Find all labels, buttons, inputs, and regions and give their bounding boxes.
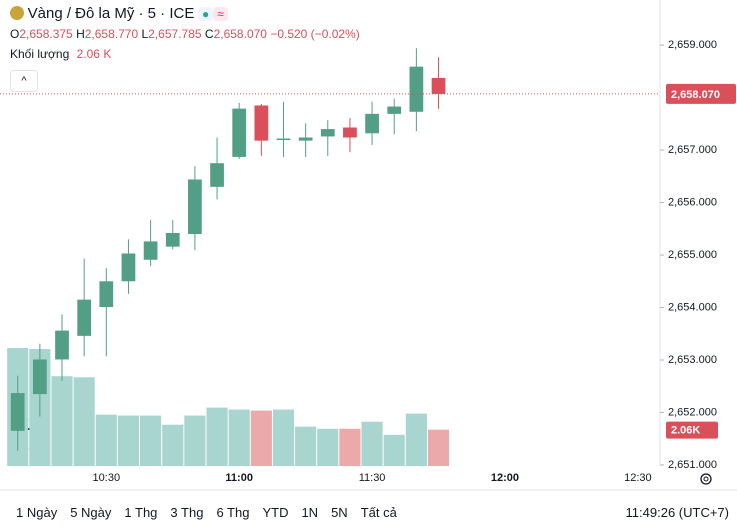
candle-body xyxy=(121,253,136,282)
volume-bar xyxy=(339,428,361,466)
range-button[interactable]: 5 Ngày xyxy=(70,505,112,520)
volume-bar xyxy=(317,428,339,466)
volume-label: 2.06K xyxy=(671,425,700,437)
volume-bar xyxy=(184,415,206,466)
candle-body xyxy=(188,179,202,235)
volume-bar xyxy=(228,409,250,466)
candle-body xyxy=(320,129,335,137)
volume-name: Khối lượng xyxy=(10,47,70,61)
volume-bar xyxy=(272,409,295,466)
candle-body xyxy=(143,241,158,260)
candle-body xyxy=(431,77,446,94)
title-row: Vàng / Đô la Mỹ · 5 · ICE ● ≈ xyxy=(10,5,228,22)
ohlc-label: C xyxy=(204,27,214,41)
range-button[interactable]: YTD xyxy=(262,505,289,520)
volume-bar xyxy=(95,414,117,466)
volume-bar xyxy=(51,376,73,466)
candle-body xyxy=(254,105,269,141)
volume-value: 2.06 K xyxy=(76,47,112,61)
ohlc-label: L xyxy=(141,27,149,41)
ohlc-row: O2,658.375 H2,658.770 L2,657.785 C2,658.… xyxy=(10,27,360,41)
ohlc-value: 2,658.070 xyxy=(213,27,267,41)
volume-bar xyxy=(383,434,405,466)
range-button[interactable]: 1N xyxy=(301,505,319,520)
candle-body xyxy=(77,299,92,336)
status-delay[interactable]: ≈ xyxy=(213,7,228,21)
volume-legend: Khối lượng 2.06 K xyxy=(10,47,111,61)
volume-bar xyxy=(162,424,184,466)
volume-bar xyxy=(295,426,317,466)
range-button[interactable]: 3 Thg xyxy=(170,505,204,520)
volume-bar xyxy=(427,429,450,466)
candle-body xyxy=(232,108,247,157)
y-tick-label: 2,652.000 xyxy=(668,406,717,418)
ohlc-value: 2,657.785 xyxy=(148,27,202,41)
range-toolbar: 1 Ngày 5 Ngày 1 Thg 3 Thg 6 Thg YTD 1N 5N Tất cả xyxy=(16,505,410,520)
volume-bar xyxy=(361,421,383,466)
y-tick-label: 2,659.000 xyxy=(668,39,717,51)
candle-body xyxy=(210,163,224,187)
volume-bar xyxy=(117,415,140,466)
candle-body xyxy=(55,330,69,360)
candle-body xyxy=(10,393,25,431)
candle-body xyxy=(343,127,357,138)
y-tick-label: 2,655.000 xyxy=(668,249,717,261)
range-button[interactable]: 1 Thg xyxy=(124,505,158,520)
clock: 11:49:26 (UTC+7) xyxy=(625,505,729,520)
x-tick-label: 11:00 xyxy=(225,472,253,484)
range-button[interactable]: 1 Ngày xyxy=(16,505,58,520)
volume-bar xyxy=(405,413,427,466)
candle-body xyxy=(365,113,379,134)
ohlc-label: O xyxy=(10,27,20,41)
volume-bar xyxy=(73,377,95,466)
last-price-box xyxy=(666,83,736,104)
candle-body xyxy=(33,359,47,395)
y-tick-label: 2,657.000 xyxy=(668,144,717,156)
ohlc-value: 2,658.770 xyxy=(84,27,139,41)
candle-body xyxy=(99,281,114,307)
x-tick-label: 10:30 xyxy=(93,472,121,484)
range-button[interactable]: Tất cả xyxy=(360,505,397,520)
x-tick-label: 12:30 xyxy=(624,472,652,484)
volume-bar xyxy=(250,410,272,466)
y-tick-label: 2,653.000 xyxy=(668,354,717,366)
volume-bar xyxy=(206,407,228,466)
x-tick-label: 12:00 xyxy=(491,472,519,484)
y-tick-label: 2,656.000 xyxy=(668,196,717,208)
range-button[interactable]: 6 Thg xyxy=(216,505,250,520)
candle-body xyxy=(276,138,291,141)
x-tick-label: 11:30 xyxy=(359,472,386,484)
status-dot[interactable]: ● xyxy=(197,7,214,21)
ohlc-label: H xyxy=(76,27,85,41)
collapse-button[interactable]: ^ xyxy=(10,70,38,92)
volume-bar xyxy=(140,415,162,466)
last-price-label: 2,658.070 xyxy=(671,89,720,101)
ohlc-change: −0.520 (−0.02%) xyxy=(270,27,360,41)
chart-title: Vàng / Đô la Mỹ · 5 · ICE xyxy=(27,5,195,22)
candle-body xyxy=(387,106,402,114)
symbol-icon xyxy=(10,6,24,20)
range-button[interactable]: 5N xyxy=(331,505,348,520)
ohlc-value: 2,658.375 xyxy=(19,27,73,41)
volume-label-box xyxy=(666,421,718,439)
settings-icon[interactable] xyxy=(700,473,712,485)
candle-body xyxy=(165,233,180,247)
candle-body xyxy=(298,137,313,141)
y-tick-label: 2,654.000 xyxy=(668,301,717,313)
y-tick-label: 2,651.000 xyxy=(668,459,717,471)
candle-body xyxy=(409,66,424,112)
